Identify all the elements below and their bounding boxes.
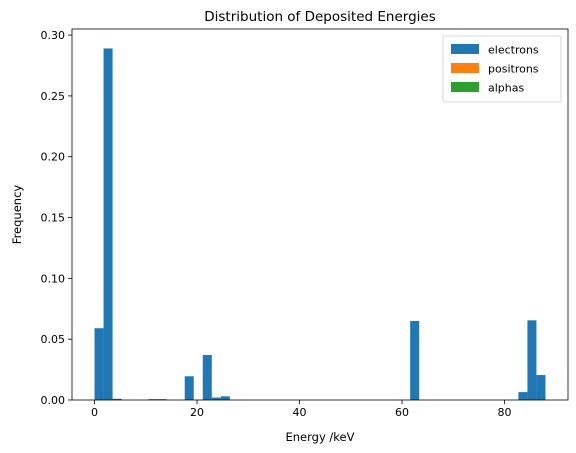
x-tick-label: 20 xyxy=(190,406,204,419)
bar-electrons xyxy=(220,396,230,400)
y-tick-label: 0.20 xyxy=(41,151,66,164)
x-tick-label: 80 xyxy=(497,406,511,419)
legend: electrons positrons alphas xyxy=(442,35,562,103)
bar-electrons xyxy=(410,320,420,400)
legend-label-electrons: electrons xyxy=(488,44,539,57)
y-tick-label: 0.30 xyxy=(41,29,66,42)
y-axis-label: Frequency xyxy=(10,185,24,245)
bar-electrons xyxy=(536,375,546,400)
chart-title: Distribution of Deposited Energies xyxy=(204,9,436,25)
y-ticks: 0.00 0.05 0.10 0.15 0.20 0.25 0.30 xyxy=(41,29,72,407)
bar-electrons xyxy=(527,320,537,400)
y-tick-label: 0.15 xyxy=(41,212,66,225)
x-axis-label: Energy /keV xyxy=(286,430,355,444)
bar-electrons xyxy=(103,48,113,401)
y-tick-label: 0.25 xyxy=(41,90,66,103)
y-tick-label: 0.05 xyxy=(41,333,66,346)
legend-label-positrons: positrons xyxy=(488,63,539,76)
bar-electrons xyxy=(148,399,158,400)
bar-electrons xyxy=(112,398,122,400)
bar-electrons xyxy=(94,328,104,400)
x-ticks: 0 20 40 60 80 xyxy=(91,400,511,419)
legend-swatch-electrons xyxy=(451,44,479,54)
bar-electrons xyxy=(184,376,194,400)
bars-group xyxy=(94,48,546,401)
legend-swatch-positrons xyxy=(451,63,479,73)
y-tick-label: 0.00 xyxy=(41,394,66,407)
legend-label-alphas: alphas xyxy=(488,82,524,95)
x-tick-label: 60 xyxy=(395,406,409,419)
bar-electrons xyxy=(518,392,528,400)
x-tick-label: 40 xyxy=(293,406,307,419)
bar-electrons xyxy=(211,397,221,400)
y-tick-label: 0.10 xyxy=(41,272,66,285)
bar-electrons xyxy=(202,354,212,400)
bar-electrons xyxy=(157,399,167,400)
axes-frame xyxy=(71,28,569,401)
legend-swatch-alphas xyxy=(451,82,479,92)
x-tick-label: 0 xyxy=(91,406,98,419)
